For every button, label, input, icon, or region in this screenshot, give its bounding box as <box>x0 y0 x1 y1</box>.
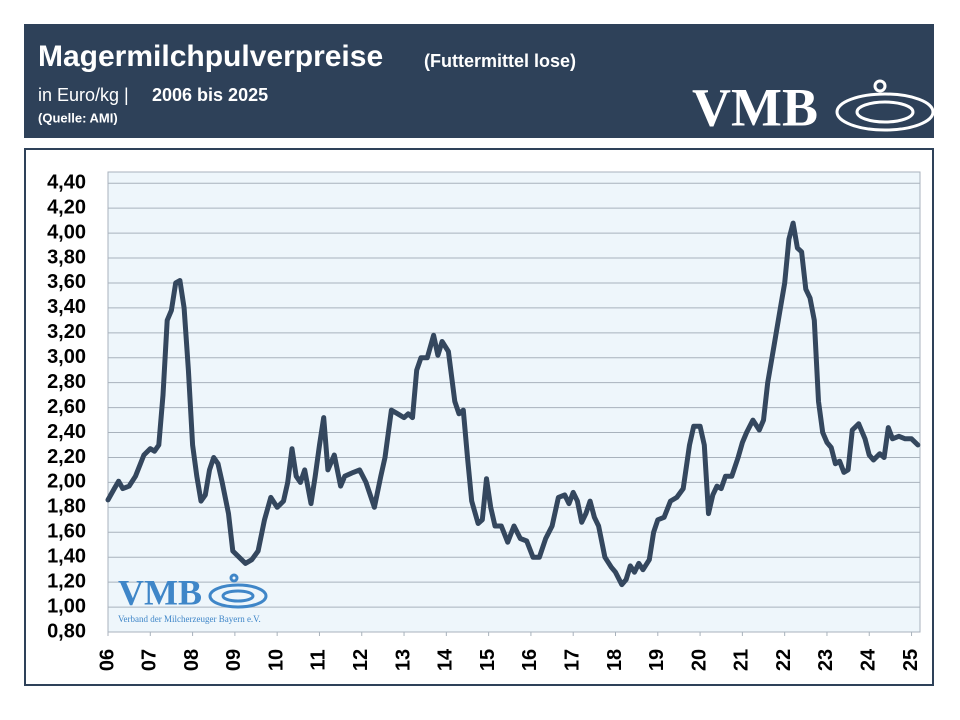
x-tick-label: 15 <box>477 649 499 671</box>
x-tick-label: 20 <box>688 649 710 671</box>
x-tick-label: 19 <box>646 649 668 671</box>
x-tick-label: 17 <box>561 649 583 671</box>
y-tick-label: 3,20 <box>47 321 86 343</box>
x-tick-label: 07 <box>139 649 161 671</box>
logo: VMB <box>692 77 818 137</box>
x-tick-label: 14 <box>435 648 457 671</box>
title-note: (Futtermittel lose) <box>424 51 576 71</box>
x-tick-label: 10 <box>265 649 287 671</box>
x-tick-label: 09 <box>223 649 245 671</box>
y-tick-label: 2,40 <box>47 421 86 443</box>
x-tick-label: 12 <box>350 649 372 671</box>
header-bg <box>24 24 934 138</box>
y-tick-label: 1,80 <box>47 496 86 518</box>
watermark-swirl <box>208 573 268 609</box>
y-tick-label: 2,60 <box>47 396 86 418</box>
x-tick-label: 06 <box>96 649 118 671</box>
title: Magermilchpulverpreise <box>38 40 383 73</box>
subtitle-unit: in Euro/kg | <box>38 85 129 105</box>
watermark-caption: Verband der Milcherzeuger Bayern e.V. <box>118 614 261 624</box>
logo-swirl <box>835 79 935 132</box>
x-tick-label: 13 <box>392 649 414 671</box>
subtitle-range: 2006 bis 2025 <box>152 85 268 105</box>
x-tick-label: 08 <box>181 649 203 671</box>
x-tick-label: 21 <box>731 649 753 671</box>
x-tick-label: 25 <box>900 649 922 671</box>
y-tick-label: 0,80 <box>47 620 86 642</box>
y-tick-label: 1,40 <box>47 545 86 567</box>
y-tick-label: 1,60 <box>47 521 86 543</box>
x-tick-label: 18 <box>604 649 626 671</box>
y-tick-label: 1,20 <box>47 570 86 592</box>
x-tick-label: 24 <box>858 648 880 671</box>
y-tick-label: 3,00 <box>47 346 86 368</box>
y-tick-label: 2,80 <box>47 371 86 393</box>
x-tick-label: 23 <box>815 649 837 671</box>
y-tick-label: 3,60 <box>47 271 86 293</box>
y-tick-label: 2,20 <box>47 446 86 468</box>
source: (Quelle: AMI) <box>38 110 118 125</box>
y-tick-label: 4,20 <box>47 196 86 218</box>
x-tick-label: 11 <box>308 649 330 670</box>
watermark-logo: VMB <box>118 572 202 612</box>
plot-area <box>107 171 921 633</box>
y-tick-label: 1,00 <box>47 595 86 617</box>
x-tick-label: 16 <box>519 649 541 671</box>
y-tick-label: 4,40 <box>47 172 86 194</box>
y-tick-label: 2,00 <box>47 471 86 493</box>
y-tick-label: 3,40 <box>47 296 86 318</box>
y-tick-label: 4,00 <box>47 221 86 243</box>
y-tick-label: 3,80 <box>47 246 86 268</box>
price-line <box>105 220 921 588</box>
x-tick-label: 22 <box>773 649 795 671</box>
